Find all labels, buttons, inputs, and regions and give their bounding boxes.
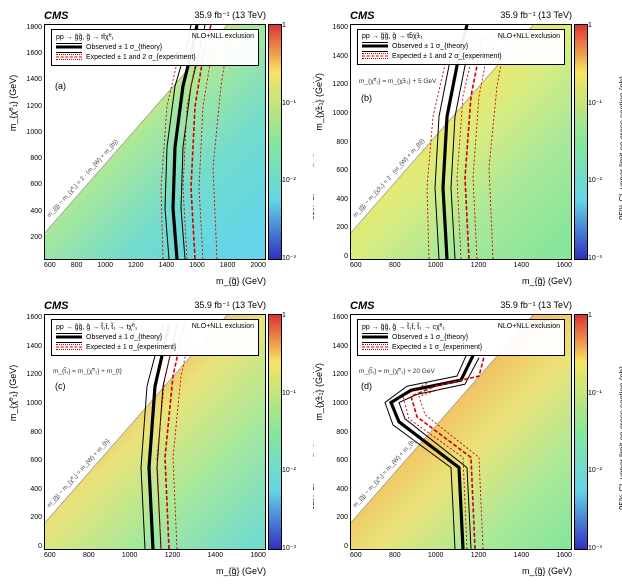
expected-sample (56, 53, 82, 61)
colorbar (574, 24, 588, 260)
experiment-label: CMS (350, 300, 374, 312)
colorbar-label: 95% CL upper limit on cross section (pb) (618, 38, 622, 258)
plot-area: pp → g̃g̃, g̃ → tt̄χ̃⁰₁ NLO+NLL exclusion… (44, 24, 266, 260)
extra-mass-relation: m_{t̃₁} = m_{χ̃⁰₁} + m_{t} (53, 367, 122, 375)
panel-letter: (c) (53, 381, 68, 391)
observed-label: Observed ± 1 σ_{theory} (392, 43, 468, 50)
colorbar-ticks: 110⁻¹10⁻²10⁻³ (282, 312, 300, 552)
x-axis-label: m_{g̃} (GeV) (216, 566, 266, 576)
experiment-label: CMS (44, 10, 68, 22)
x-ticks: 6008001000120014001600 (350, 552, 572, 564)
observed-label: Observed ± 1 σ_{theory} (86, 334, 162, 341)
x-axis-label: m_{g̃} (GeV) (522, 566, 572, 576)
experiment-label: CMS (350, 10, 374, 22)
process-label: pp → g̃g̃, g̃ → tt̄χ̃⁰₁ (56, 33, 114, 41)
colorbar (268, 314, 282, 550)
experiment-label: CMS (44, 300, 68, 312)
expected-sample (362, 52, 388, 60)
expected-label: Expected ± 1 and 2 σ_{experiment} (392, 53, 502, 60)
y-ticks: 02004006008001000120014001600 (324, 314, 348, 550)
plot-area: pp → g̃g̃, g̃ → t̃₁t̄, t̃₁ → tχ̃⁰₁ NLO+NL… (44, 314, 266, 550)
x-axis-label: m_{g̃} (GeV) (522, 276, 572, 286)
extra-mass-relation: m_{χ̃⁰₁} = m_{χ̃±₁} + 5 GeV (359, 77, 436, 85)
colorbar-ticks: 110⁻¹10⁻²10⁻³ (588, 312, 606, 552)
colorbar-ticks: 110⁻¹10⁻²10⁻³ (588, 22, 606, 262)
colorbar (268, 24, 282, 260)
nlo-label: NLO+NLL exclusion (498, 33, 560, 40)
extra-mass-relation: m_{t̃₁} = m_{χ̃⁰₁} + 20 GeV (359, 367, 435, 375)
expected-label: Expected ± 1 σ_{experiment} (392, 344, 482, 351)
panel-c: CMS 35.9 fb⁻¹ (13 TeV) pp → g̃g̃, g̃ → t̃₁… (8, 298, 308, 578)
nlo-label: NLO+NLL exclusion (192, 323, 254, 331)
y-ticks: 20040060080010001200140016001800 (18, 24, 42, 260)
observed-sample (362, 42, 388, 50)
x-ticks: 6008001000120014001600 (44, 552, 266, 564)
legend: pp → g̃g̃, g̃ → tt̄χ̃⁰₁ NLO+NLL exclusion… (51, 29, 259, 66)
nlo-label: NLO+NLL exclusion (498, 323, 560, 331)
y-ticks: 02004006008001000120014001600 (324, 24, 348, 260)
expected-sample (56, 343, 82, 351)
process-label: pp → g̃g̃, g̃ → tb̄χ̃±₁ (362, 33, 423, 40)
panel-b: CMS 35.9 fb⁻¹ (13 TeV) pp → g̃g̃, g̃ → tb̄… (314, 8, 614, 288)
observed-label: Observed ± 1 σ_{theory} (86, 44, 162, 51)
colorbar-label: 95% CL upper limit on cross section (pb) (618, 328, 622, 548)
lumi-label: 35.9 fb⁻¹ (13 TeV) (194, 10, 266, 21)
x-axis-label: m_{g̃} (GeV) (216, 276, 266, 286)
process-label: pp → g̃g̃, g̃ → t̃₁t̄, t̃₁ → cχ̃⁰₁ (362, 323, 445, 331)
expected-label: Expected ± 1 σ_{experiment} (86, 344, 176, 351)
panel-letter: (d) (359, 381, 374, 391)
colorbar-ticks: 110⁻¹10⁻²10⁻³ (282, 22, 300, 262)
y-ticks: 02004006008001000120014001600 (18, 314, 42, 550)
lumi-label: 35.9 fb⁻¹ (13 TeV) (500, 300, 572, 311)
observed-label: Observed ± 1 σ_{theory} (392, 334, 468, 341)
nlo-label: NLO+NLL exclusion (192, 33, 254, 41)
expected-label: Expected ± 1 and 2 σ_{experiment} (86, 54, 196, 61)
legend: pp → g̃g̃, g̃ → t̃₁t̄, t̃₁ → tχ̃⁰₁ NLO+NL… (51, 319, 259, 356)
legend: pp → g̃g̃, g̃ → tb̄χ̃±₁ NLO+NLL exclusion… (357, 29, 565, 65)
lumi-label: 35.9 fb⁻¹ (13 TeV) (194, 300, 266, 311)
observed-sample (362, 333, 388, 341)
panel-letter: (b) (359, 93, 374, 103)
lumi-label: 35.9 fb⁻¹ (13 TeV) (500, 10, 572, 21)
x-ticks: 600800100012001400160018002000 (44, 262, 266, 274)
observed-sample (56, 333, 82, 341)
expected-sample (362, 343, 388, 351)
y-axis-label: m_{χ̃±₁} (GeV) (314, 73, 324, 131)
legend: pp → g̃g̃, g̃ → t̃₁t̄, t̃₁ → cχ̃⁰₁ NLO+NL… (357, 319, 565, 356)
y-axis-label: m_{χ̃±₁} (GeV) (314, 363, 324, 421)
plot-area: pp → g̃g̃, g̃ → t̃₁t̄, t̃₁ → cχ̃⁰₁ NLO+NL… (350, 314, 572, 550)
observed-sample (56, 43, 82, 51)
panel-a: CMS 35.9 fb⁻¹ (13 TeV) pp → g̃g̃, g̃ → tt̄… (8, 8, 308, 288)
colorbar (574, 314, 588, 550)
x-ticks: 6008001000120014001600 (350, 262, 572, 274)
process-label: pp → g̃g̃, g̃ → t̃₁t̄, t̃₁ → tχ̃⁰₁ (56, 323, 137, 331)
panel-letter: (a) (53, 81, 68, 91)
panel-d: CMS 35.9 fb⁻¹ (13 TeV) pp → g̃g̃, g̃ → t̃₁… (314, 298, 614, 578)
plot-area: pp → g̃g̃, g̃ → tb̄χ̃±₁ NLO+NLL exclusion… (350, 24, 572, 260)
